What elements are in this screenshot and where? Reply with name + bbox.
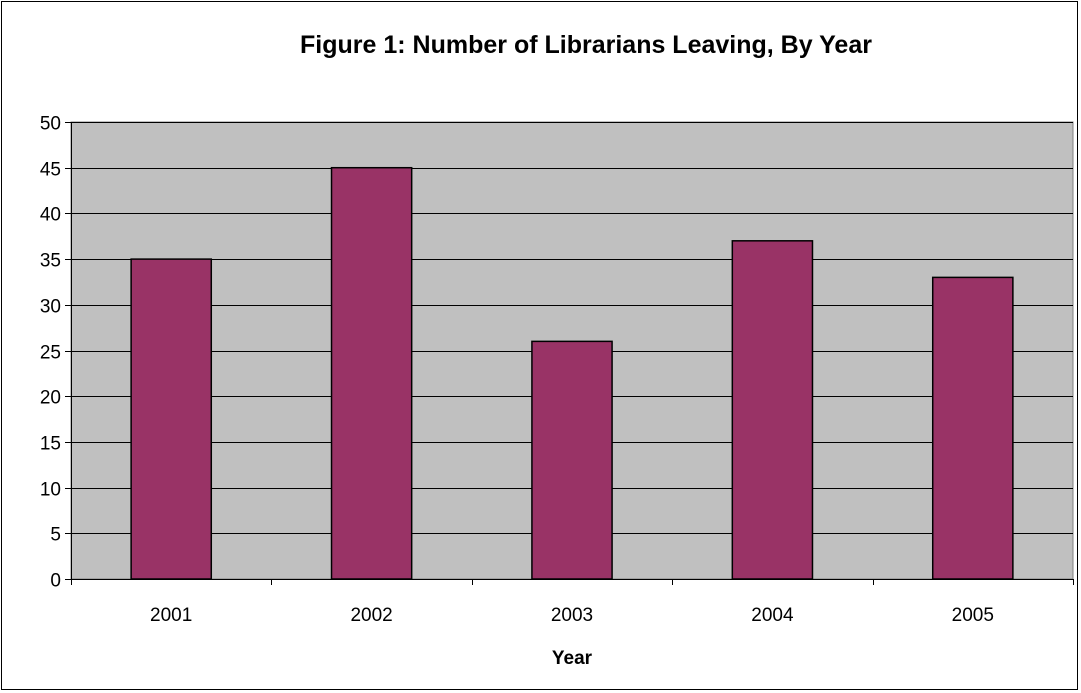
y-tick-label: 0 [50, 571, 61, 592]
plot-area: 0 5 10 15 20 25 30 35 40 45 50 2001 2002 2003 2004 2005 [40, 114, 1074, 626]
y-tick-label: 30 [40, 297, 61, 318]
x-tick-label: 2005 [952, 605, 994, 626]
bar-2005 [931, 276, 1014, 580]
y-tick-label: 45 [40, 160, 61, 181]
x-tick-label: 2003 [551, 605, 593, 626]
y-tick-label: 15 [40, 434, 61, 455]
x-axis-title: Year [552, 648, 593, 669]
y-tick-label: 35 [40, 251, 61, 272]
y-tick-label: 10 [40, 480, 61, 501]
x-tick-label: 2001 [150, 605, 192, 626]
y-tick-label: 25 [40, 343, 61, 364]
y-tick-label: 5 [50, 525, 61, 546]
bar-2001 [130, 258, 213, 580]
x-tick-label: 2004 [751, 605, 794, 626]
bar-2002 [330, 166, 413, 580]
y-tick-label: 20 [40, 388, 61, 409]
y-tick-label: 50 [40, 114, 61, 135]
bar-2004 [731, 240, 814, 580]
x-tick-label: 2002 [350, 605, 392, 626]
y-tick-label: 40 [40, 205, 61, 226]
chart-title: Figure 1: Number of Librarians Leaving, … [300, 31, 872, 59]
bar-2003 [531, 340, 613, 580]
